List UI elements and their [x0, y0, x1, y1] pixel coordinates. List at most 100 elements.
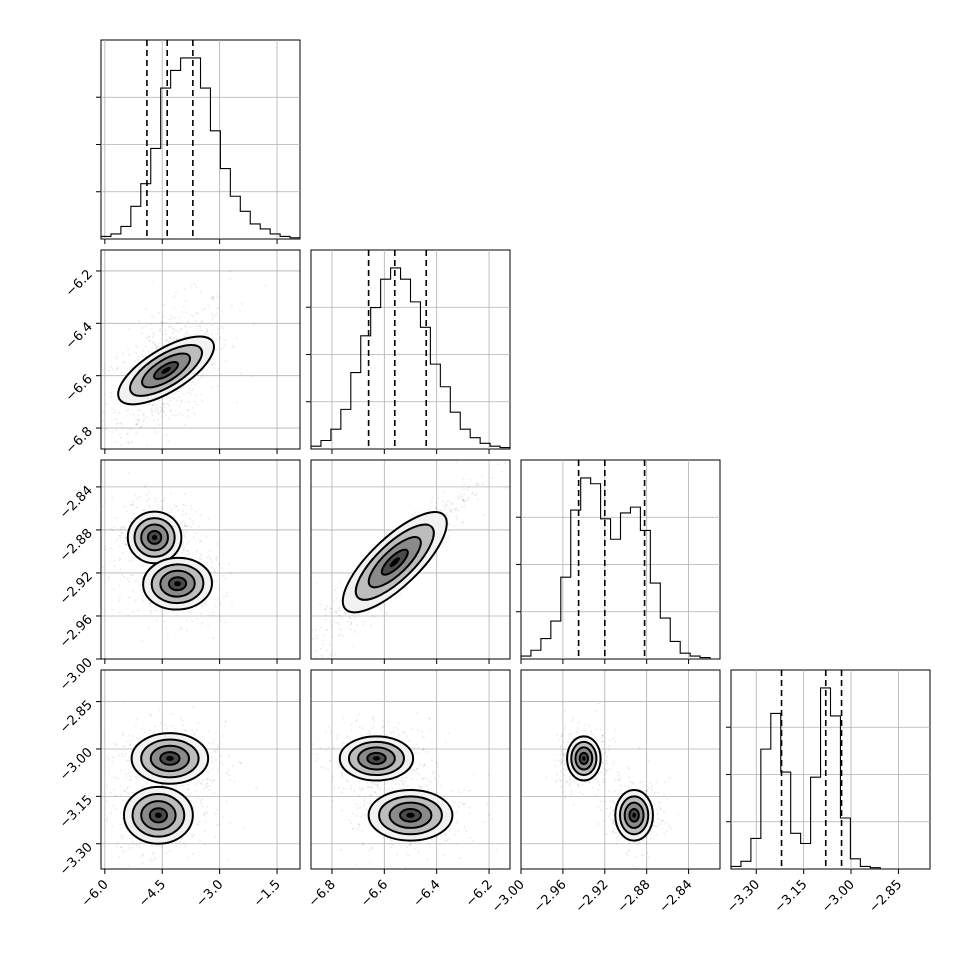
- scatter-point: [374, 791, 377, 794]
- scatter-point: [221, 566, 224, 569]
- scatter-point: [186, 524, 189, 527]
- scatter-point: [646, 790, 649, 793]
- scatter-point: [121, 799, 124, 802]
- scatter-point: [659, 802, 662, 805]
- scatter-point: [407, 854, 410, 857]
- scatter-point: [201, 308, 204, 311]
- scatter-point: [181, 529, 184, 532]
- scatter-point: [369, 624, 372, 627]
- scatter-point: [222, 574, 225, 577]
- scatter-point: [153, 404, 156, 407]
- contour-1-0-0-1: [129, 344, 203, 397]
- scatter-point: [123, 505, 126, 508]
- scatter-point: [406, 735, 409, 738]
- scatter-point: [129, 428, 132, 431]
- xtick-label-1-2: −6.4: [411, 877, 444, 910]
- scatter-point: [449, 501, 452, 504]
- scatter-point: [217, 768, 220, 771]
- scatter-point: [209, 558, 212, 561]
- scatter-point: [129, 778, 132, 781]
- scatter-point: [111, 528, 114, 531]
- scatter-point: [175, 337, 178, 340]
- scatter-point: [151, 845, 154, 848]
- scatter-point: [179, 387, 182, 390]
- scatter-point: [667, 824, 670, 827]
- scatter-point: [416, 743, 419, 746]
- scatter-point: [454, 507, 457, 510]
- scatter-point: [160, 415, 163, 418]
- scatter-point: [563, 759, 566, 762]
- scatter-point: [162, 315, 165, 318]
- scatter-point: [131, 440, 134, 443]
- scatter-point: [444, 834, 447, 837]
- scatter-point: [423, 763, 426, 766]
- scatter-point: [114, 409, 117, 412]
- scatter-point: [482, 821, 485, 824]
- scatter-point: [376, 783, 379, 786]
- scatter-point: [202, 814, 205, 817]
- axes-border-3-2: [520, 669, 721, 870]
- scatter-point: [571, 738, 574, 741]
- scatter-point: [217, 367, 220, 370]
- scatter-point: [608, 815, 611, 818]
- density-level-3-1-0-4: [372, 756, 381, 761]
- scatter-point: [201, 622, 204, 625]
- scatter-point: [188, 553, 191, 556]
- scatter-point: [188, 787, 191, 790]
- scatter-point: [620, 792, 623, 795]
- scatter-point: [598, 740, 601, 743]
- scatter-point: [617, 839, 620, 842]
- scatter-point: [164, 723, 167, 726]
- scatter-point: [125, 409, 128, 412]
- scatter-point: [646, 852, 649, 855]
- scatter-point: [105, 819, 108, 822]
- scatter-point: [181, 413, 184, 416]
- ytick-label-3-3: −3.30: [57, 840, 96, 879]
- scatter-point: [139, 583, 142, 586]
- scatter-point: [137, 422, 140, 425]
- scatter-point: [388, 789, 391, 792]
- scatter-point: [207, 517, 210, 520]
- scatter-point: [129, 744, 132, 747]
- scatter-point: [563, 797, 566, 800]
- scatter-point: [218, 587, 221, 590]
- scatter-point: [141, 861, 144, 864]
- scatter-point: [188, 387, 191, 390]
- scatter-point: [471, 491, 474, 494]
- scatter-point: [337, 634, 340, 637]
- scatter-point: [462, 499, 465, 502]
- scatter-point: [128, 353, 131, 356]
- scatter-point: [205, 778, 208, 781]
- scatter-point: [145, 345, 148, 348]
- scatter-point: [331, 779, 334, 782]
- scatter-point: [150, 860, 153, 863]
- density-level-2-0-0-4: [151, 534, 158, 541]
- scatter-point: [228, 270, 231, 273]
- scatter-point: [182, 549, 185, 552]
- scatter-point: [219, 373, 222, 376]
- scatter-point: [325, 628, 328, 631]
- scatter-point: [216, 333, 219, 336]
- scatter-point: [336, 608, 339, 611]
- scatter-point: [443, 839, 446, 842]
- scatter-point: [371, 846, 374, 849]
- scatter-point: [196, 311, 199, 314]
- scatter-point: [213, 779, 216, 782]
- scatter-point: [122, 755, 125, 758]
- scatter-point: [405, 776, 408, 779]
- scatter-point: [349, 628, 352, 631]
- scatter-point: [154, 857, 157, 860]
- scatter-point: [212, 296, 215, 299]
- scatter-point: [151, 414, 154, 417]
- scatter-point: [122, 850, 125, 853]
- scatter-point: [207, 304, 210, 307]
- scatter-point: [592, 733, 595, 736]
- scatter-point: [119, 568, 122, 571]
- scatter-point: [329, 643, 332, 646]
- scatter-point: [476, 482, 479, 485]
- scatter-point: [428, 717, 431, 720]
- scatter-point: [458, 497, 461, 500]
- scatter-point: [416, 768, 419, 771]
- scatter-point: [473, 494, 476, 497]
- scatter-point: [345, 735, 348, 738]
